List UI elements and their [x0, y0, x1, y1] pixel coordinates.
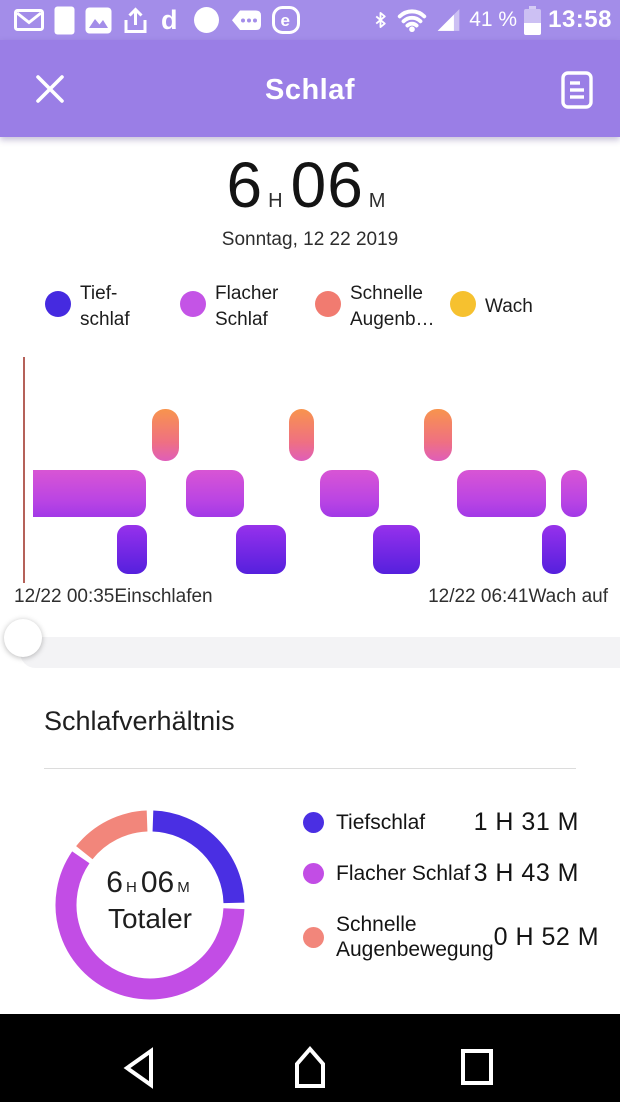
- gallery-icon: [85, 7, 112, 34]
- sleep-minutes: 06: [290, 149, 364, 221]
- donut-center-text: 6 H 06 M Totaler: [60, 866, 240, 935]
- legend-item: Tief-schlaf: [45, 281, 180, 333]
- eset-icon: e: [272, 6, 300, 34]
- legend-label: Schnelle Augenb…: [350, 283, 435, 330]
- close-icon[interactable]: [32, 71, 68, 107]
- legend-label: Flacher Schlaf: [215, 283, 279, 330]
- ratio-row: Schnelle Augenbewegung 0 H 52 M: [303, 912, 599, 962]
- d-app-icon: d: [159, 6, 183, 34]
- app-header: Schlaf: [0, 40, 620, 137]
- ratio-legend-list: Tiefschlaf 1 H 31 M Flacher Schlaf 3 H 43 M…: [303, 808, 599, 962]
- legend-item: Wach: [450, 281, 585, 333]
- legend-label: Tief-schlaf: [80, 283, 130, 330]
- svg-text:e: e: [281, 11, 290, 30]
- sleep-ratio-donut: [50, 800, 250, 1010]
- total-sleep-time: 6 H 06 M: [0, 148, 620, 222]
- mail-icon: [14, 7, 44, 33]
- ratio-dot-icon: [303, 812, 324, 833]
- battery-icon: [524, 5, 542, 35]
- clock: 13:58: [548, 6, 612, 33]
- ratio-duration-value: 1 H 31 M: [473, 808, 579, 836]
- legend-dot-icon: [45, 291, 71, 317]
- svg-text:d: d: [161, 6, 178, 34]
- ratio-stage-label: Schnelle Augenbewegung: [336, 913, 494, 961]
- legend-item: Schnelle Augenb…: [315, 281, 450, 333]
- wifi-icon: [396, 7, 428, 33]
- sleep-end-label: 12/22 06:41Wach auf: [428, 586, 608, 607]
- back-icon[interactable]: [120, 1046, 160, 1090]
- ratio-dot-icon: [303, 863, 324, 884]
- recents-icon[interactable]: [457, 1046, 497, 1088]
- section-divider: [44, 768, 576, 769]
- donut-total-label: Totaler: [107, 903, 193, 934]
- ratio-dot-icon: [303, 926, 324, 948]
- hypnogram-chart[interactable]: [0, 355, 620, 585]
- legend-label: Wach: [485, 296, 533, 317]
- battery-percentage: 41 %: [469, 8, 518, 31]
- ratio-stage-label: Flacher Schlaf: [336, 862, 471, 885]
- report-icon[interactable]: [560, 70, 594, 110]
- signal-icon: [435, 7, 462, 33]
- ratio-stage-label: Tiefschlaf: [336, 811, 426, 834]
- chart-cursor-line: [23, 357, 25, 583]
- chart-scrub-thumb[interactable]: [4, 619, 42, 657]
- legend-dot-icon: [180, 291, 206, 317]
- status-bar: d e 41 % 13:58: [0, 0, 620, 40]
- ratio-duration-value: 3 H 43 M: [473, 859, 579, 887]
- ratio-row: Tiefschlaf 1 H 31 M: [303, 808, 579, 837]
- legend-item: Flacher Schlaf: [180, 281, 315, 333]
- ratio-row: Flacher Schlaf 3 H 43 M: [303, 859, 579, 888]
- section-title: Schlafverhältnis: [44, 706, 235, 736]
- chart-time-labels: 12/22 00:35Einschlafen 12/22 06:41Wach a…: [14, 586, 608, 608]
- minutes-unit: M: [368, 190, 386, 212]
- blob-app-icon: [193, 6, 220, 34]
- chat-icon: [230, 8, 262, 33]
- sleep-hours: 6: [226, 149, 264, 221]
- legend-dot-icon: [315, 291, 341, 317]
- screenshot-icon: [54, 6, 75, 35]
- android-nav-bar: [0, 1014, 620, 1102]
- legend-dot-icon: [450, 291, 476, 317]
- sleep-start-label: 12/22 00:35Einschlafen: [14, 586, 213, 607]
- sleep-date: Sonntag, 12 22 2019: [221, 229, 399, 250]
- hours-unit: H: [268, 190, 283, 212]
- upload-icon: [122, 6, 149, 34]
- home-icon[interactable]: [289, 1044, 331, 1090]
- page-title: Schlaf: [264, 74, 356, 106]
- stage-legend: Tief-schlaf Flacher Schlaf Schnelle Augenb… W…: [45, 281, 605, 333]
- bluetooth-icon: [372, 7, 389, 33]
- chart-scrub-track[interactable]: [20, 637, 620, 668]
- ratio-duration-value: 0 H 52 M: [493, 922, 600, 951]
